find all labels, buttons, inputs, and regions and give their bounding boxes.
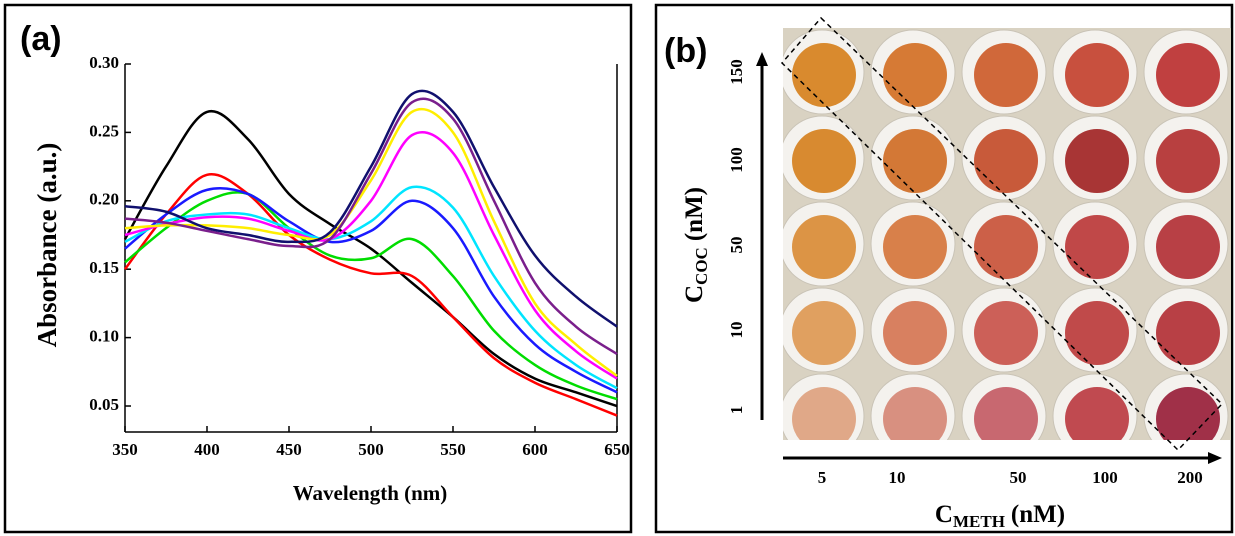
y-tick-label: 0.15 [89, 258, 119, 277]
spectrum-line [125, 91, 617, 327]
y-tick-label: 100 [727, 147, 746, 173]
label-main: C [935, 501, 953, 528]
y-tick-label: 0.20 [89, 190, 119, 209]
y-tick-label: 150 [727, 59, 746, 85]
panel-label: (b) [664, 32, 707, 70]
plot-area: 0.05 0.10 0.15 0.20 0.25 0.30 350 400 450 500 550 6… [89, 53, 630, 459]
y-tick-label: 10 [727, 322, 746, 339]
well [792, 215, 856, 279]
arrowhead [1208, 452, 1222, 464]
x-tick-label: 350 [112, 440, 138, 459]
label-main: C [681, 285, 708, 303]
x-tick-label: 200 [1177, 468, 1203, 487]
y-tick-label: 0.10 [89, 327, 119, 346]
y-tick-label: 1 [727, 406, 746, 415]
well [883, 387, 947, 451]
label-unit: (nM) [1011, 501, 1065, 528]
x-tick-label: 500 [358, 440, 384, 459]
y-tick-label: 50 [727, 237, 746, 254]
x-tick-label: 100 [1092, 468, 1118, 487]
x-tick-label: 650 [604, 440, 630, 459]
well [974, 43, 1038, 107]
x-tick-label: 50 [1010, 468, 1027, 487]
well [1156, 301, 1220, 365]
label-unit: (nM) [681, 187, 708, 241]
x-tick-label: 600 [522, 440, 548, 459]
well [1156, 387, 1220, 451]
well [883, 43, 947, 107]
well [792, 43, 856, 107]
y-axis-label: CCOC (nM) [681, 187, 711, 303]
well [883, 215, 947, 279]
x-axis-label: CMETH (nM) [935, 501, 1065, 531]
y-axis-label: Absorbance (a.u.) [32, 143, 62, 348]
x-tick-label: 400 [194, 440, 220, 459]
well [792, 129, 856, 193]
arrowhead [756, 52, 768, 66]
y-tick-label: 0.05 [89, 395, 119, 414]
well [1156, 129, 1220, 193]
well [974, 387, 1038, 451]
spectrum-line [125, 132, 617, 378]
well [1156, 215, 1220, 279]
well [1065, 301, 1129, 365]
x-axis-label: Wavelength (nm) [293, 481, 448, 505]
well-plate: CMETH(nM) CCOC(nM) 510501002001105010015… [681, 18, 1235, 536]
well [792, 387, 856, 451]
well [1065, 387, 1129, 451]
x-tick-label: 5 [818, 468, 827, 487]
spectrum-line [125, 109, 617, 376]
well [1065, 215, 1129, 279]
x-tick-label: 450 [276, 440, 302, 459]
well [792, 301, 856, 365]
well [974, 301, 1038, 365]
well [883, 301, 947, 365]
well [883, 129, 947, 193]
y-tick-label: 0.30 [89, 53, 119, 72]
x-tick-label: 550 [440, 440, 466, 459]
y-tick-label: 0.25 [89, 121, 119, 140]
x-tick-label: 10 [889, 468, 906, 487]
well [974, 215, 1038, 279]
well [1156, 43, 1220, 107]
label-sub: METH [953, 512, 1005, 531]
panel-label: (a) [20, 20, 62, 58]
well [1065, 43, 1129, 107]
well [1065, 129, 1129, 193]
well [974, 129, 1038, 193]
label-sub: COC [692, 247, 711, 285]
